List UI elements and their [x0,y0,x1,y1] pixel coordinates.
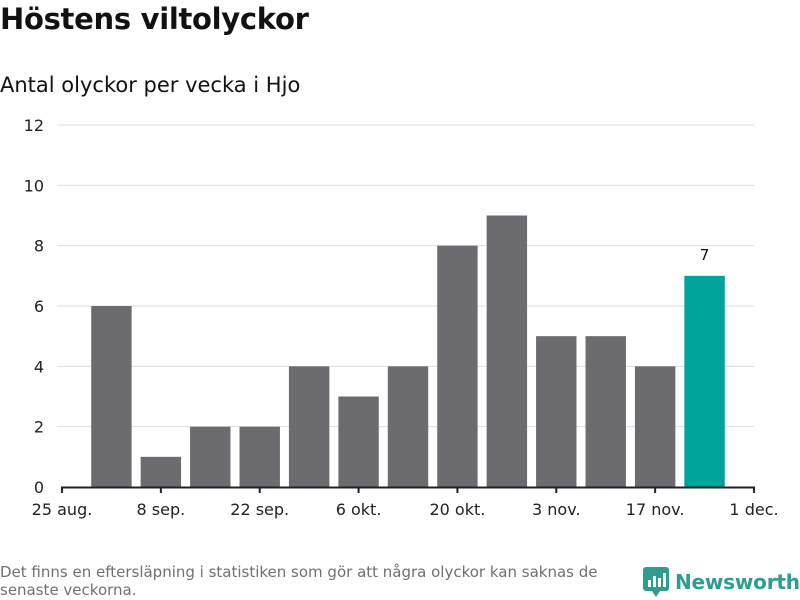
y-tick-label: 0 [34,478,44,497]
bar [288,366,330,487]
bar-highlighted [684,275,725,487]
bar [338,396,379,487]
bar [585,336,626,487]
x-tick-label: 8 sep. [137,500,186,519]
x-tick-label: 25 aug. [32,500,93,519]
y-tick-label: 6 [34,297,44,316]
x-tick-label: 6 okt. [336,500,382,519]
bar [387,366,429,487]
data-label: 7 [700,246,710,264]
bar [536,336,577,487]
x-tick-label: 20 okt. [429,500,485,519]
x-tick-label: 1 dec. [729,500,778,519]
bar [190,426,231,487]
x-tick-label: 22 sep. [230,500,289,519]
chart-title: Höstens viltolyckor [0,2,309,36]
y-tick-label: 12 [24,116,44,135]
bar [140,456,182,487]
bar [437,245,478,487]
bar [634,366,676,487]
brand-name: Newsworthy [675,570,800,594]
y-tick-label: 10 [24,176,44,195]
y-tick-label: 2 [34,418,44,437]
y-tick-label: 4 [34,357,44,376]
bar [486,215,528,487]
bar-chart: 0 2 4 6 8 10 12 7 25 aug. 8 sep. 22 sep. 6 okt. 20 o… [24,116,779,519]
bar [91,306,132,487]
y-tick-label: 8 [34,237,44,256]
bar [239,426,280,487]
x-tick-label: 17 nov. [626,500,685,519]
x-tick-label: 3 nov. [532,500,581,519]
newsworthy-logo-icon [643,567,669,597]
footnote: Det finns en eftersläpning i statistiken… [0,563,598,599]
chart-subtitle: Antal olyckor per vecka i Hjo [0,73,301,97]
brand-logo[interactable]: Newsworthy [643,567,800,597]
